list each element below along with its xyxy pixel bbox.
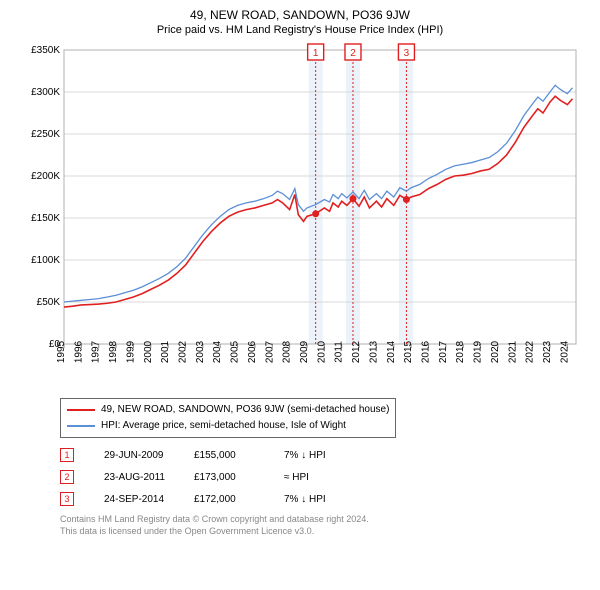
chart-title: 49, NEW ROAD, SANDOWN, PO36 9JW bbox=[10, 8, 590, 22]
svg-text:1999: 1999 bbox=[125, 340, 136, 363]
svg-text:£50K: £50K bbox=[37, 297, 61, 308]
chart-container: 49, NEW ROAD, SANDOWN, PO36 9JW Price pa… bbox=[0, 0, 600, 590]
sale-date: 24-SEP-2014 bbox=[84, 494, 184, 505]
legend: 49, NEW ROAD, SANDOWN, PO36 9JW (semi-de… bbox=[60, 398, 396, 438]
sales-table: 1 29-JUN-2009 £155,000 7% ↓ HPI 2 23-AUG-2011… bbox=[60, 444, 590, 510]
svg-text:2019: 2019 bbox=[473, 340, 484, 363]
sale-diff: 7% ↓ HPI bbox=[284, 494, 394, 505]
svg-text:2021: 2021 bbox=[507, 340, 518, 363]
legend-item: 49, NEW ROAD, SANDOWN, PO36 9JW (semi-de… bbox=[67, 402, 389, 418]
sale-date: 29-JUN-2009 bbox=[84, 450, 184, 461]
sale-diff: 7% ↓ HPI bbox=[284, 450, 394, 461]
svg-text:2023: 2023 bbox=[542, 340, 553, 363]
svg-text:2004: 2004 bbox=[212, 340, 223, 363]
legend-label: HPI: Average price, semi-detached house,… bbox=[101, 418, 346, 434]
footer-attribution: Contains HM Land Registry data © Crown c… bbox=[60, 514, 590, 537]
svg-text:2009: 2009 bbox=[299, 340, 310, 363]
svg-text:1: 1 bbox=[313, 48, 319, 59]
sale-diff: ≈ HPI bbox=[284, 472, 394, 483]
sale-price: £155,000 bbox=[194, 450, 274, 461]
sale-marker-icon: 2 bbox=[60, 470, 74, 484]
svg-text:1998: 1998 bbox=[108, 340, 119, 363]
svg-text:2015: 2015 bbox=[403, 340, 414, 363]
svg-text:2017: 2017 bbox=[438, 340, 449, 363]
sale-date: 23-AUG-2011 bbox=[84, 472, 184, 483]
svg-text:2014: 2014 bbox=[386, 340, 397, 363]
svg-text:2013: 2013 bbox=[368, 340, 379, 363]
sales-row: 2 23-AUG-2011 £173,000 ≈ HPI bbox=[60, 466, 590, 488]
legend-swatch bbox=[67, 421, 95, 431]
svg-text:£300K: £300K bbox=[31, 87, 60, 98]
svg-text:2005: 2005 bbox=[230, 340, 241, 363]
svg-text:2001: 2001 bbox=[160, 340, 171, 363]
svg-text:1996: 1996 bbox=[73, 340, 84, 363]
chart-subtitle: Price paid vs. HM Land Registry's House … bbox=[10, 24, 590, 36]
legend-swatch bbox=[67, 405, 95, 415]
sales-row: 1 29-JUN-2009 £155,000 7% ↓ HPI bbox=[60, 444, 590, 466]
svg-text:2006: 2006 bbox=[247, 340, 258, 363]
svg-text:£200K: £200K bbox=[31, 171, 60, 182]
legend-label: 49, NEW ROAD, SANDOWN, PO36 9JW (semi-de… bbox=[101, 402, 389, 418]
svg-text:2008: 2008 bbox=[282, 340, 293, 363]
svg-text:2003: 2003 bbox=[195, 340, 206, 363]
chart-plot-area: £0£50K£100K£150K£200K£250K£300K£350K1995… bbox=[20, 42, 580, 392]
svg-text:1995: 1995 bbox=[56, 340, 67, 363]
footer-line-2: This data is licensed under the Open Gov… bbox=[60, 526, 590, 538]
svg-text:2024: 2024 bbox=[559, 340, 570, 363]
svg-text:£100K: £100K bbox=[31, 255, 60, 266]
svg-text:2010: 2010 bbox=[316, 340, 327, 363]
svg-text:2020: 2020 bbox=[490, 340, 501, 363]
svg-text:3: 3 bbox=[404, 48, 410, 59]
svg-text:£250K: £250K bbox=[31, 129, 60, 140]
svg-text:2018: 2018 bbox=[455, 340, 466, 363]
sale-price: £173,000 bbox=[194, 472, 274, 483]
svg-text:2002: 2002 bbox=[177, 340, 188, 363]
svg-text:1997: 1997 bbox=[91, 340, 102, 363]
svg-text:2011: 2011 bbox=[334, 341, 345, 363]
sale-price: £172,000 bbox=[194, 494, 274, 505]
svg-text:2016: 2016 bbox=[420, 340, 431, 363]
sale-marker-icon: 1 bbox=[60, 448, 74, 462]
chart-svg: £0£50K£100K£150K£200K£250K£300K£350K1995… bbox=[20, 42, 580, 392]
svg-text:2022: 2022 bbox=[525, 340, 536, 363]
svg-text:£350K: £350K bbox=[31, 45, 60, 56]
footer-line-1: Contains HM Land Registry data © Crown c… bbox=[60, 514, 590, 526]
legend-item: HPI: Average price, semi-detached house,… bbox=[67, 418, 389, 434]
sale-marker-icon: 3 bbox=[60, 492, 74, 506]
svg-text:£150K: £150K bbox=[31, 213, 60, 224]
svg-text:2: 2 bbox=[350, 48, 356, 59]
svg-text:2007: 2007 bbox=[264, 340, 275, 363]
svg-text:2000: 2000 bbox=[143, 340, 154, 363]
sales-row: 3 24-SEP-2014 £172,000 7% ↓ HPI bbox=[60, 488, 590, 510]
